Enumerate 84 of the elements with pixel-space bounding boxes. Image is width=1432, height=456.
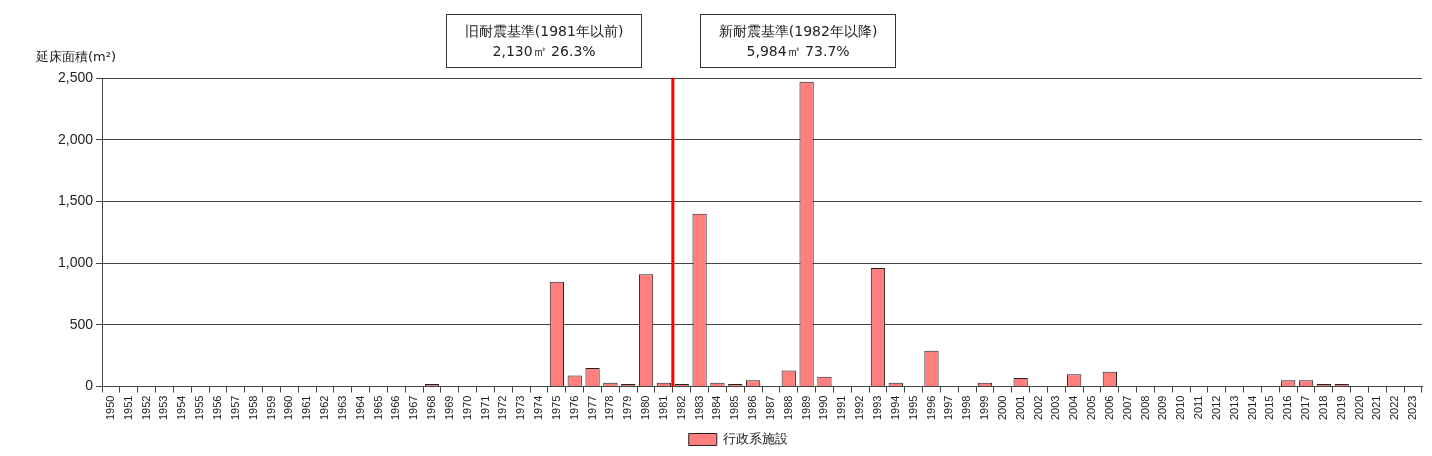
x-tick-label: 1973 [514, 395, 527, 421]
x-tick-label: 1982 [674, 395, 687, 421]
x-tick-label: 1994 [888, 395, 901, 421]
x-tick-label: 1950 [103, 395, 116, 421]
x-tick-label: 1962 [318, 395, 331, 421]
x-tick-label: 2006 [1102, 395, 1115, 421]
x-tick-label: 1975 [549, 395, 562, 421]
x-tick-label: 1972 [496, 395, 509, 421]
x-tick-label: 2023 [1406, 395, 1419, 421]
x-tick-label: 2008 [1138, 395, 1151, 421]
x-tick-label: 1990 [817, 395, 830, 421]
y-tick-label: 2,000 [57, 130, 94, 147]
x-tick-label: 1953 [157, 395, 170, 421]
x-tick-label: 1977 [585, 395, 598, 421]
y-tick-label: 0 [85, 377, 94, 394]
x-tick-label: 2012 [1209, 395, 1222, 421]
x-tick-label: 1956 [211, 395, 224, 421]
x-tick-label: 2014 [1245, 395, 1258, 421]
x-tick-label: 1974 [532, 395, 545, 421]
x-tick-label: 1970 [460, 395, 473, 421]
x-tick-label: 2015 [1263, 395, 1276, 421]
x-tick-label: 1955 [193, 395, 206, 421]
legend-label: 行政系施設 [723, 430, 789, 446]
x-tick-label: 1984 [710, 395, 723, 421]
x-tick-label: 1992 [853, 395, 866, 421]
y-tick-label: 1,000 [57, 253, 94, 270]
y-tick-label: 1,500 [57, 192, 94, 209]
x-tick-label: 1964 [353, 395, 366, 421]
x-tick-label: 1966 [389, 395, 402, 421]
x-tick-label: 1980 [639, 395, 652, 421]
x-tick-label: 1963 [335, 395, 348, 421]
x-tick-label: 2021 [1370, 395, 1383, 421]
x-tick-label: 1997 [942, 395, 955, 421]
x-tick-label: 1981 [656, 395, 669, 421]
x-tick-label: 2017 [1299, 395, 1312, 421]
x-tick-label: 1958 [246, 395, 259, 421]
x-tick-label: 1989 [799, 395, 812, 421]
x-tick-label: 1988 [781, 395, 794, 421]
x-tick-label: 1971 [478, 395, 491, 421]
x-tick-label: 2010 [1174, 395, 1187, 421]
x-tick-label: 1986 [746, 395, 759, 421]
x-tick-label: 1983 [692, 395, 705, 421]
x-tick-label: 1985 [728, 395, 741, 421]
x-tick-label: 1996 [924, 395, 937, 421]
x-tick-label: 1961 [300, 395, 313, 421]
x-tick-label: 2022 [1388, 395, 1401, 421]
x-tick-label: 2013 [1227, 395, 1240, 421]
x-tick-label: 2004 [1067, 395, 1080, 421]
x-tick-label: 2002 [1031, 395, 1044, 421]
x-tick-label: 1965 [371, 395, 384, 421]
x-tick-label: 1991 [835, 395, 848, 421]
x-tick-label: 2001 [1013, 395, 1026, 421]
x-tick-label: 2019 [1334, 395, 1347, 421]
text: 旧耐震基準(1981年以前) 2,130㎡ 26.3% [445, 14, 643, 68]
x-tick-label: 2009 [1156, 395, 1169, 421]
x-tick-label: 1952 [139, 395, 152, 421]
y-axis-title: 延床面積(m²) [36, 48, 117, 66]
text: 新耐震基準(1982年以降) 5,984㎡ 73.7% [699, 14, 897, 68]
x-tick-label: 1987 [763, 395, 776, 421]
x-tick-label: 1999 [978, 395, 991, 421]
x-tick-label: 1960 [282, 395, 295, 421]
x-tick-label: 1951 [121, 395, 134, 421]
x-tick-label: 2003 [1049, 395, 1062, 421]
x-tick-label: 2000 [995, 395, 1008, 421]
x-tick-label: 1998 [960, 395, 973, 421]
x-tick-label: 1995 [906, 395, 919, 421]
x-tick-label: 1959 [264, 395, 277, 421]
x-tick-label: 2018 [1316, 395, 1329, 421]
x-tick-label: 1969 [442, 395, 455, 421]
x-tick-label: 2005 [1085, 395, 1098, 421]
y-tick-label: 500 [69, 315, 94, 332]
y-tick-label: 2,500 [57, 68, 94, 85]
x-tick-label: 1968 [425, 395, 438, 421]
x-tick-label: 1957 [228, 395, 241, 421]
x-tick-label: 1967 [407, 395, 420, 421]
x-tick-label: 1979 [621, 395, 634, 421]
x-tick-label: 1954 [175, 395, 188, 421]
x-tick-label: 1978 [603, 395, 616, 421]
x-tick-label: 2011 [1192, 395, 1205, 420]
x-tick-label: 2007 [1120, 395, 1133, 421]
x-tick-label: 2016 [1281, 395, 1294, 421]
x-tick-label: 2020 [1352, 395, 1365, 421]
x-tick-label: 1976 [567, 395, 580, 421]
x-tick-label: 1993 [870, 395, 883, 421]
